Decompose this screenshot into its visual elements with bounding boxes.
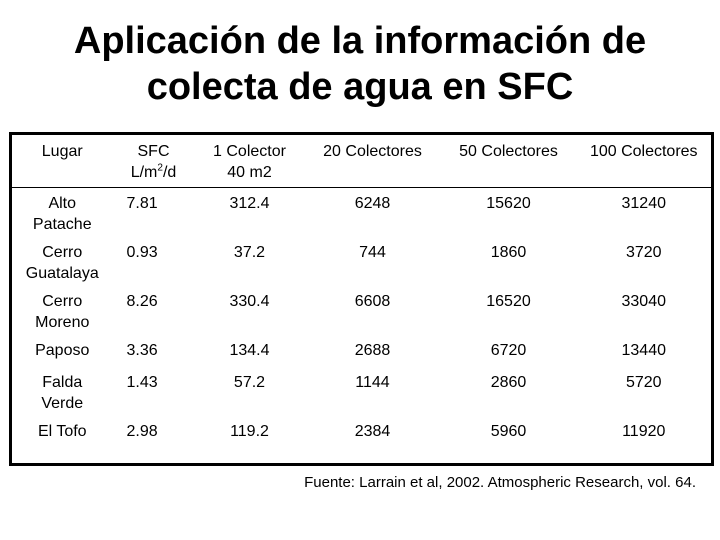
header-lugar: Lugar — [10, 133, 113, 188]
cell-sfc: 7.81 — [126, 195, 158, 212]
cell-50-colectores: 1860 — [490, 244, 527, 261]
table-row: Alto Patache 7.81 312.4 6248 15620 31240 — [11, 188, 713, 238]
title-line-2: colecta de agua en SFC — [146, 66, 574, 108]
cell-50-colectores: 2860 — [490, 374, 527, 391]
table-row: Paposo 3.36 134.4 2688 6720 13440 — [11, 335, 713, 367]
title-line-1: Aplicación de la información de — [73, 20, 647, 62]
cell-lugar: Falda Verde — [41, 374, 84, 412]
table-header-row: Lugar SFC L/m2/d 1 Colector 40 m2 20 Col… — [10, 133, 713, 188]
cell-sfc: 3.36 — [126, 342, 158, 359]
cell-50-colectores: 16520 — [486, 293, 531, 310]
cell-50-colectores: 15620 — [486, 195, 531, 212]
cell-sfc: 1.43 — [126, 374, 158, 391]
cell-100-colectores: 5720 — [625, 374, 662, 391]
header-lugar-label: Lugar — [41, 143, 83, 160]
header-sfc-unit: L/m2/d — [130, 162, 177, 181]
table-row: El Tofo 2.98 119.2 2384 5960 11920 — [11, 416, 713, 464]
table-row: Cerro Moreno 8.26 330.4 6608 16520 33040 — [11, 286, 713, 335]
cell-100-colectores: 3720 — [625, 244, 662, 261]
cell-100-colectores: 11920 — [622, 423, 666, 440]
cell-1-colector: 134.4 — [229, 342, 270, 359]
cell-lugar: Alto Patache — [32, 195, 92, 233]
cell-20-colectores: 2384 — [354, 423, 391, 440]
cell-20-colectores: 1144 — [355, 374, 390, 391]
cell-sfc: 0.93 — [126, 244, 158, 261]
cell-sfc: 2.98 — [126, 423, 158, 440]
cell-20-colectores: 744 — [359, 244, 386, 261]
cell-1-colector: 119.2 — [230, 423, 269, 440]
cell-20-colectores: 2688 — [354, 342, 391, 359]
table-row: Cerro Guatalaya 0.93 37.2 744 1860 3720 — [11, 237, 713, 286]
header-1-colector-line2: 40 m2 — [227, 164, 272, 181]
cell-20-colectores: 6608 — [354, 293, 391, 310]
cell-1-colector: 330.4 — [229, 293, 270, 310]
cell-lugar: Cerro Guatalaya — [25, 244, 99, 282]
water-collection-table: Lugar SFC L/m2/d 1 Colector 40 m2 20 Col… — [9, 132, 714, 466]
table-row: Falda Verde 1.43 57.2 1144 2860 5720 — [11, 367, 713, 416]
cell-1-colector: 37.2 — [233, 244, 266, 261]
header-sfc-line1: SFC — [137, 143, 170, 160]
cell-lugar: Paposo — [35, 342, 90, 359]
header-sfc: SFC L/m2/d — [112, 133, 195, 188]
header-20-colectores: 20 Colectores — [304, 133, 441, 188]
slide-title: Aplicación de la información de colecta … — [0, 18, 720, 110]
header-50-colectores: 50 Colectores — [440, 133, 577, 188]
cell-20-colectores: 6248 — [354, 195, 391, 212]
cell-lugar: El Tofo — [37, 423, 87, 440]
header-100-colectores: 100 Colectores — [576, 133, 713, 188]
cell-50-colectores: 5960 — [490, 423, 527, 440]
cell-lugar: Cerro Moreno — [35, 293, 90, 331]
cell-50-colectores: 6720 — [490, 342, 527, 359]
cell-100-colectores: 33040 — [621, 293, 667, 310]
cell-100-colectores: 31240 — [621, 195, 667, 212]
header-1-colector-line1: 1 Colector — [213, 143, 286, 160]
cell-sfc: 8.26 — [126, 293, 158, 310]
source-citation: Fuente: Larrain et al, 2002. Atmospheric… — [304, 474, 696, 491]
cell-100-colectores: 13440 — [621, 342, 667, 359]
header-1-colector: 1 Colector 40 m2 — [194, 133, 305, 188]
cell-1-colector: 57.2 — [233, 374, 266, 391]
cell-1-colector: 312.4 — [229, 195, 270, 212]
